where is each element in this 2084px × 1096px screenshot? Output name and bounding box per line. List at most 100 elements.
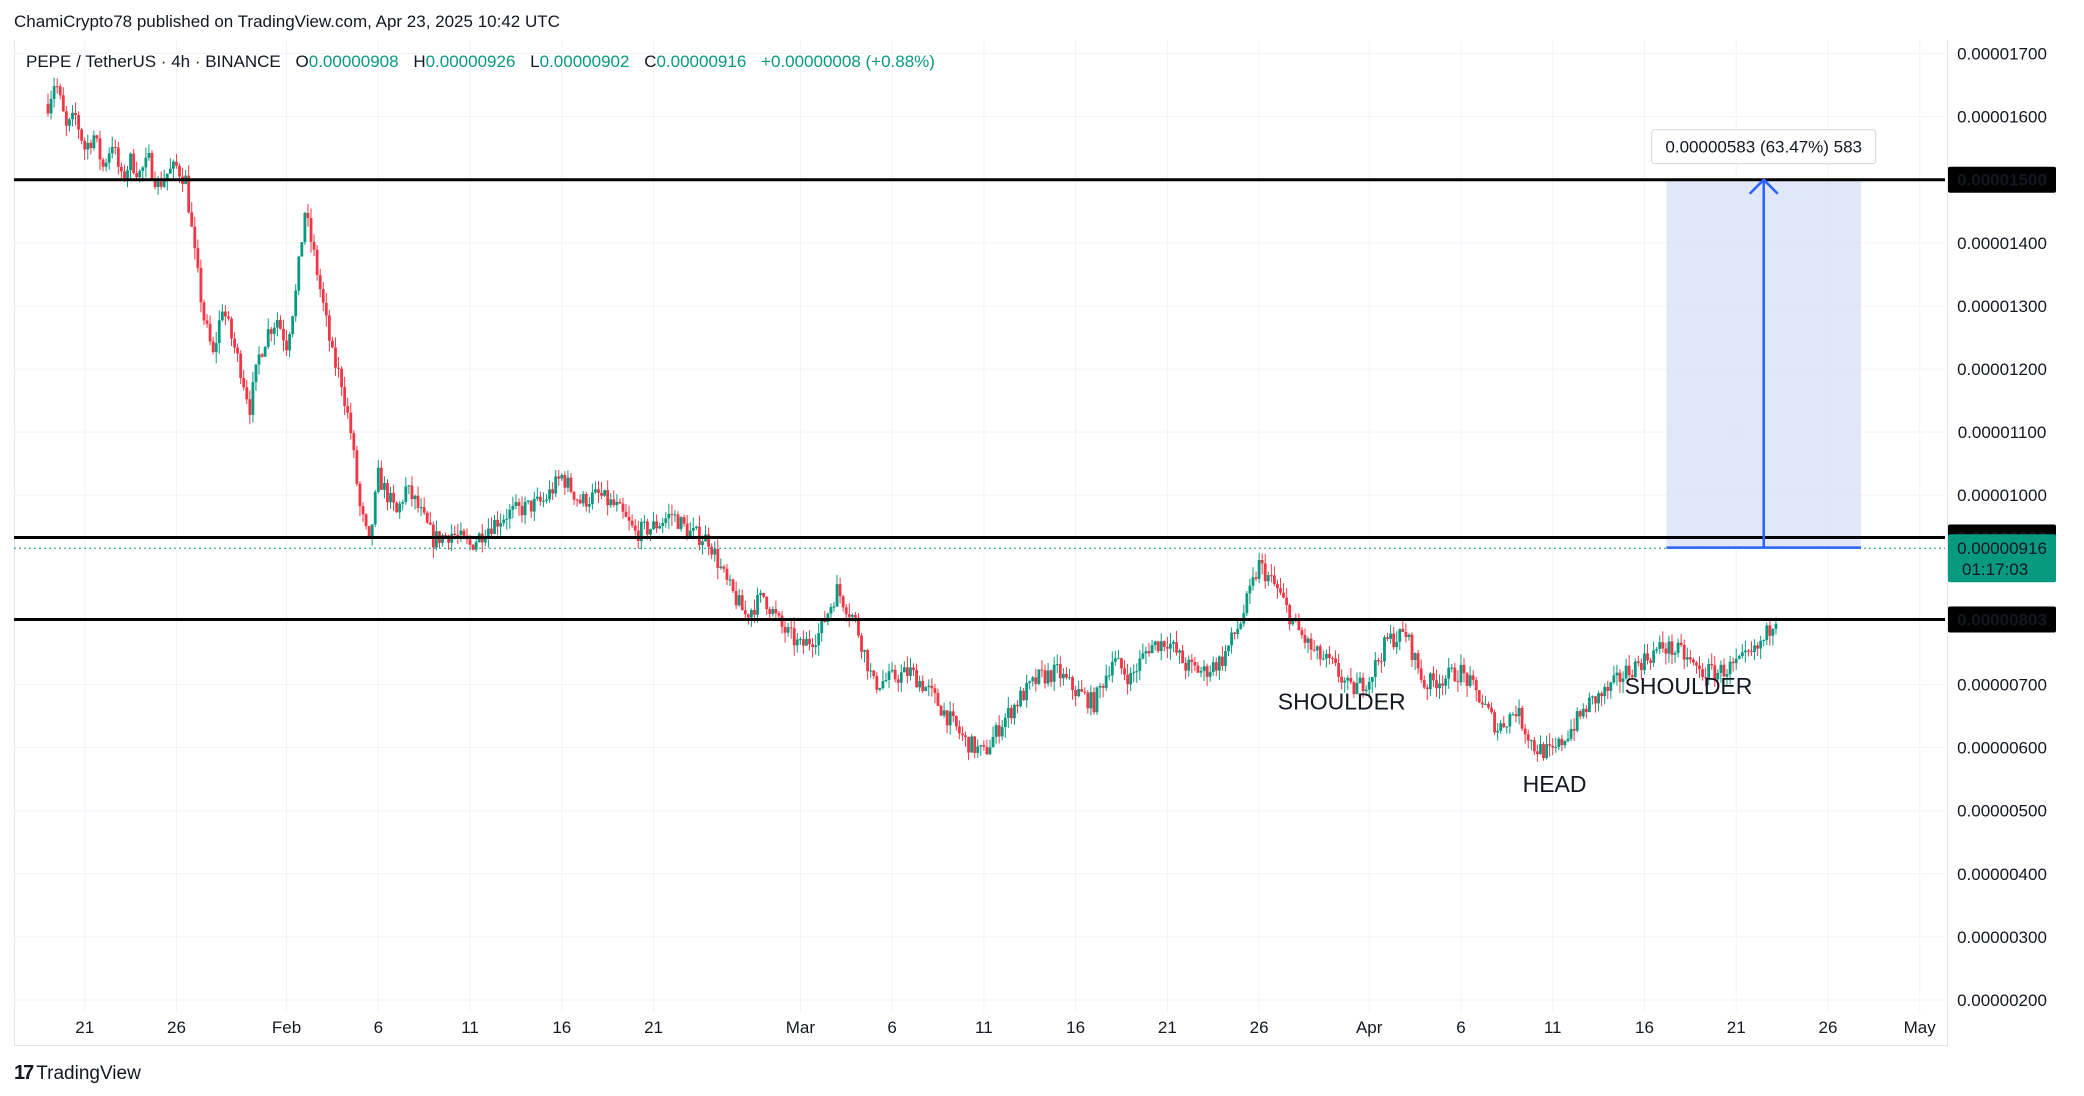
candle-body xyxy=(826,613,830,622)
time-axis-tick: 26 xyxy=(1818,1018,1837,1037)
candle-body xyxy=(1734,658,1738,664)
candle-body xyxy=(422,507,426,513)
candle-body xyxy=(902,667,906,673)
candle-body xyxy=(1178,650,1181,653)
candle-body xyxy=(1661,642,1665,649)
candle-body xyxy=(1422,679,1426,688)
candle-body xyxy=(572,491,576,500)
candle-body xyxy=(795,639,799,646)
candle-body xyxy=(214,343,218,353)
candle-body xyxy=(890,669,894,672)
candle-body xyxy=(1511,714,1515,716)
candle-body xyxy=(1710,664,1714,666)
candle-body xyxy=(887,671,891,680)
candle-body xyxy=(1236,628,1240,635)
candle-body xyxy=(1101,686,1105,688)
candle-body xyxy=(1321,658,1325,660)
candle-body xyxy=(1202,666,1206,671)
pattern-label-head: HEAD xyxy=(1523,771,1587,797)
candle-body xyxy=(315,249,319,276)
candle-body xyxy=(933,688,937,693)
candle-body xyxy=(905,667,909,676)
candle-body xyxy=(496,519,499,527)
candle-body xyxy=(1367,681,1371,690)
price-axis-tick: 0.00001600 xyxy=(1957,108,2047,127)
candle-body xyxy=(404,486,408,503)
candle-body xyxy=(1187,659,1191,671)
candle-body xyxy=(386,482,389,503)
candle-body xyxy=(334,347,337,368)
candle-body xyxy=(1643,653,1646,671)
candle-body xyxy=(358,483,362,507)
candle-body xyxy=(285,340,288,351)
candle-body xyxy=(1499,723,1503,731)
candle-body xyxy=(1144,651,1148,654)
candle-body xyxy=(915,669,918,688)
price-axis-tick: 0.00000700 xyxy=(1957,676,2047,695)
price-axis-level-badge xyxy=(1948,606,2056,633)
candle-body xyxy=(1009,707,1013,719)
candle-body xyxy=(1361,677,1365,692)
candle-body xyxy=(1386,637,1389,639)
candle-body xyxy=(936,692,940,706)
time-axis-tick: 21 xyxy=(1158,1018,1177,1037)
candle-body xyxy=(1276,583,1279,589)
candle-body xyxy=(603,490,607,496)
candle-body xyxy=(734,591,738,606)
candle-body xyxy=(1214,662,1218,671)
candle-body xyxy=(759,592,762,596)
candle-body xyxy=(731,579,735,592)
candle-body xyxy=(1594,696,1597,704)
candle-body xyxy=(994,725,998,737)
candle-body xyxy=(168,168,172,174)
symbol-label[interactable]: PEPE / TetherUS · 4h · BINANCE xyxy=(26,52,281,71)
candle-body xyxy=(954,716,958,727)
candle-body xyxy=(606,490,610,506)
candle-body xyxy=(1444,678,1448,686)
candle-body xyxy=(220,311,224,321)
candle-body xyxy=(676,514,680,529)
candle-body xyxy=(190,212,194,227)
candle-body xyxy=(1257,560,1261,579)
candle-body xyxy=(970,736,974,753)
candle-body xyxy=(490,528,493,534)
candle-body xyxy=(786,627,790,633)
candle-body xyxy=(1373,660,1377,677)
candle-body xyxy=(976,746,980,753)
candle-body xyxy=(844,607,848,615)
candle-body xyxy=(367,525,371,538)
measure-arrow-head xyxy=(1748,177,1779,195)
candle-body xyxy=(1318,646,1322,660)
candle-body xyxy=(893,669,897,680)
tradingview-logo[interactable]: 17 TradingView xyxy=(14,1062,141,1085)
candle-body xyxy=(1006,707,1010,718)
candle-body xyxy=(52,86,56,99)
candle-body xyxy=(471,544,475,550)
candle-body xyxy=(1621,678,1625,682)
candle-body xyxy=(967,737,970,753)
candle-body xyxy=(144,157,148,168)
candle-body xyxy=(370,524,374,538)
candle-body xyxy=(1462,664,1466,674)
candle-body xyxy=(961,733,964,736)
candle-body xyxy=(373,491,377,525)
candle-body xyxy=(202,302,206,321)
candle-body xyxy=(239,353,243,378)
tradingview-logo-icon: 17 xyxy=(14,1062,34,1084)
candle-body xyxy=(584,494,588,507)
candle-body xyxy=(223,311,227,317)
candle-body xyxy=(1728,661,1732,675)
candle-body xyxy=(1484,703,1487,705)
candle-body xyxy=(774,609,778,614)
candle-body xyxy=(857,617,860,636)
candle-body xyxy=(1098,686,1102,688)
candle-body xyxy=(263,346,267,357)
price-axis-tick: 0.00001100 xyxy=(1958,423,2047,442)
candle-body xyxy=(1086,692,1090,709)
candle-body xyxy=(162,179,166,187)
candle-body xyxy=(431,524,435,548)
time-axis-tick: 6 xyxy=(374,1018,383,1037)
candle-body xyxy=(416,495,420,508)
candle-body xyxy=(1392,633,1396,648)
